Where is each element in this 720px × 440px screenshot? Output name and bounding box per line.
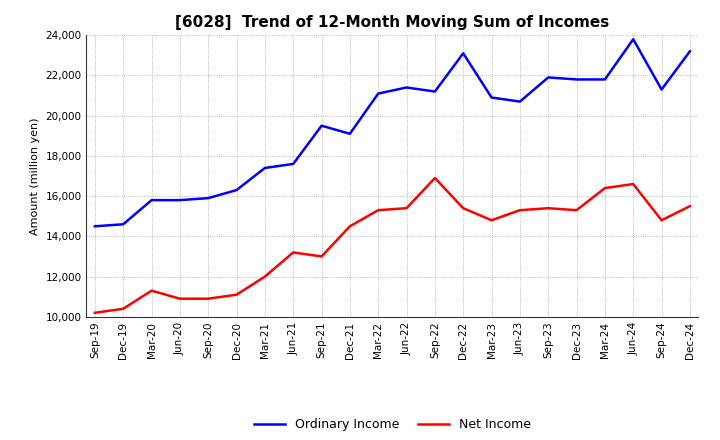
Ordinary Income [487, 95, 496, 100]
Ordinary Income [572, 77, 581, 82]
Net Income [516, 208, 524, 213]
Net Income [544, 205, 552, 211]
Ordinary Income [516, 99, 524, 104]
Net Income [374, 208, 382, 213]
Net Income [685, 204, 694, 209]
Ordinary Income [119, 222, 127, 227]
Ordinary Income [204, 195, 212, 201]
Legend: Ordinary Income, Net Income: Ordinary Income, Net Income [248, 413, 536, 436]
Net Income [431, 176, 439, 181]
Ordinary Income [402, 85, 411, 90]
Ordinary Income [261, 165, 269, 171]
Net Income [459, 205, 467, 211]
Ordinary Income [176, 198, 184, 203]
Line: Ordinary Income: Ordinary Income [95, 39, 690, 226]
Ordinary Income [629, 37, 637, 42]
Ordinary Income [374, 91, 382, 96]
Net Income [402, 205, 411, 211]
Net Income [148, 288, 156, 293]
Net Income [176, 296, 184, 301]
Ordinary Income [459, 51, 467, 56]
Ordinary Income [431, 89, 439, 94]
Ordinary Income [148, 198, 156, 203]
Net Income [91, 310, 99, 315]
Net Income [487, 218, 496, 223]
Net Income [346, 224, 354, 229]
Net Income [657, 218, 666, 223]
Ordinary Income [544, 75, 552, 80]
Ordinary Income [657, 87, 666, 92]
Net Income [289, 250, 297, 255]
Net Income [629, 181, 637, 187]
Y-axis label: Amount (million yen): Amount (million yen) [30, 117, 40, 235]
Net Income [119, 306, 127, 312]
Ordinary Income [346, 131, 354, 136]
Title: [6028]  Trend of 12-Month Moving Sum of Incomes: [6028] Trend of 12-Month Moving Sum of I… [175, 15, 610, 30]
Ordinary Income [600, 77, 609, 82]
Ordinary Income [685, 49, 694, 54]
Net Income [261, 274, 269, 279]
Net Income [572, 208, 581, 213]
Net Income [318, 254, 326, 259]
Ordinary Income [91, 224, 99, 229]
Line: Net Income: Net Income [95, 178, 690, 313]
Net Income [204, 296, 212, 301]
Net Income [233, 292, 241, 297]
Net Income [600, 185, 609, 191]
Ordinary Income [318, 123, 326, 128]
Ordinary Income [289, 161, 297, 167]
Ordinary Income [233, 187, 241, 193]
